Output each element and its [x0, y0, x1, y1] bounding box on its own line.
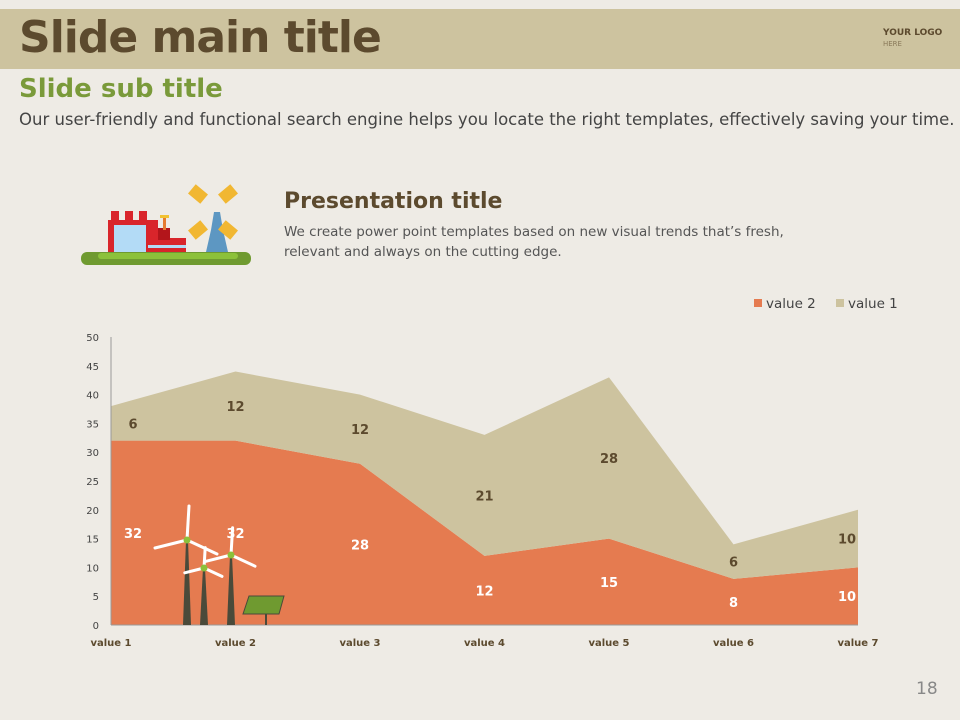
x-tick-label: value 4 [464, 638, 505, 649]
data-label: 6 [128, 417, 137, 432]
data-label: 10 [838, 533, 856, 548]
y-tick-label: 5 [93, 592, 99, 603]
y-tick-label: 25 [86, 477, 99, 488]
solar-panel-icon [242, 595, 285, 615]
page-number: 18 [916, 679, 938, 699]
y-tick-label: 0 [93, 621, 99, 632]
turbine-blade [203, 553, 233, 563]
x-tick-label: value 6 [713, 638, 754, 649]
page-title: Slide main title [19, 12, 382, 63]
data-label: 32 [226, 527, 244, 542]
data-label: 28 [351, 538, 369, 553]
turbine-hub [183, 536, 191, 544]
data-label: 15 [600, 576, 618, 591]
y-tick-label: 30 [86, 448, 99, 459]
data-label: 21 [475, 489, 493, 504]
legend-label: value 2 [766, 296, 816, 312]
legend-swatch [754, 299, 762, 307]
logo-text: YOUR LOGO [883, 28, 943, 38]
turbine-blade [229, 553, 257, 568]
y-tick-label: 40 [86, 391, 99, 402]
slide-description: Our user-friendly and functional search … [19, 110, 955, 129]
y-tick-label: 15 [86, 535, 99, 546]
y-tick-label: 50 [86, 333, 99, 344]
area-series-0 [111, 440, 858, 625]
wind-turbine-icon [227, 555, 235, 625]
turbine-blade [229, 526, 235, 557]
legend-swatch [836, 299, 844, 307]
x-tick-label: value 5 [588, 638, 629, 649]
wind-turbine-icon [200, 568, 208, 625]
title-banner [0, 9, 960, 69]
turbine-hub [200, 564, 208, 572]
data-label: 8 [729, 596, 738, 611]
logo-subtext: HERE [883, 40, 902, 48]
legend-label: value 1 [848, 296, 898, 312]
logo: YOUR LOGO HERE [883, 28, 942, 50]
turbine-blade [185, 504, 191, 542]
data-label: 6 [729, 556, 738, 571]
y-tick-label: 10 [86, 563, 99, 574]
wind-turbine-icon [183, 540, 191, 625]
turbine-blade [185, 538, 219, 556]
presentation-text: We create power point templates based on… [284, 224, 784, 260]
data-label: 12 [226, 400, 244, 415]
data-label: 32 [124, 527, 142, 542]
x-tick-label: value 1 [90, 638, 131, 649]
data-label: 10 [838, 590, 856, 605]
x-tick-label: value 2 [215, 638, 256, 649]
data-label: 28 [600, 452, 618, 467]
factory-windmill-illustration [81, 184, 251, 265]
x-tick-label: value 3 [339, 638, 380, 649]
x-tick-label: value 7 [837, 638, 878, 649]
data-label: 12 [475, 584, 493, 599]
area-series-1 [111, 371, 858, 579]
presentation-title: Presentation title [284, 189, 503, 214]
y-tick-label: 45 [86, 362, 99, 373]
data-label: 12 [351, 423, 369, 438]
turbine-blade [153, 538, 189, 550]
turbine-hub [227, 551, 235, 559]
y-tick-label: 35 [86, 419, 99, 430]
slide-subtitle: Slide sub title [19, 74, 223, 104]
y-tick-label: 20 [86, 506, 99, 517]
